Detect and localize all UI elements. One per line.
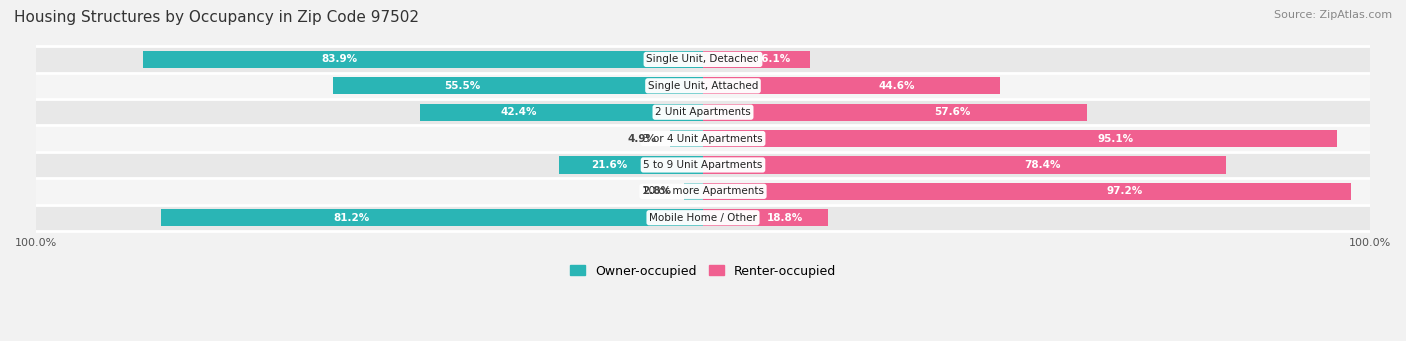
Bar <box>333 77 703 94</box>
Text: 18.8%: 18.8% <box>766 213 803 223</box>
Text: 97.2%: 97.2% <box>1107 186 1143 196</box>
Text: 4.9%: 4.9% <box>628 134 657 144</box>
Bar <box>703 130 1337 147</box>
Bar <box>703 77 1001 94</box>
Bar <box>703 157 1226 174</box>
Text: 44.6%: 44.6% <box>879 81 914 91</box>
Text: Mobile Home / Other: Mobile Home / Other <box>650 213 756 223</box>
Bar <box>671 130 703 147</box>
Text: Source: ZipAtlas.com: Source: ZipAtlas.com <box>1274 10 1392 20</box>
Bar <box>703 183 1351 200</box>
Text: 2 Unit Apartments: 2 Unit Apartments <box>655 107 751 117</box>
Bar <box>420 104 703 121</box>
Text: 42.4%: 42.4% <box>501 107 537 117</box>
Bar <box>37 46 1369 73</box>
Bar <box>685 183 703 200</box>
Bar <box>703 51 810 68</box>
Bar <box>703 209 828 226</box>
Text: 2.8%: 2.8% <box>643 186 671 196</box>
Text: Housing Structures by Occupancy in Zip Code 97502: Housing Structures by Occupancy in Zip C… <box>14 10 419 25</box>
Text: 95.1%: 95.1% <box>1097 134 1133 144</box>
Legend: Owner-occupied, Renter-occupied: Owner-occupied, Renter-occupied <box>565 260 841 283</box>
Text: 55.5%: 55.5% <box>444 81 481 91</box>
Text: 21.6%: 21.6% <box>592 160 627 170</box>
Bar <box>37 99 1369 125</box>
Text: Single Unit, Attached: Single Unit, Attached <box>648 81 758 91</box>
Bar <box>143 51 703 68</box>
Bar <box>37 205 1369 231</box>
Bar <box>703 104 1087 121</box>
Bar <box>37 178 1369 205</box>
Bar <box>37 125 1369 152</box>
Text: 3 or 4 Unit Apartments: 3 or 4 Unit Apartments <box>643 134 763 144</box>
Bar <box>37 73 1369 99</box>
Text: Single Unit, Detached: Single Unit, Detached <box>647 55 759 64</box>
Text: 83.9%: 83.9% <box>321 55 357 64</box>
Text: 16.1%: 16.1% <box>755 55 792 64</box>
Bar <box>37 152 1369 178</box>
Text: 10 or more Apartments: 10 or more Apartments <box>643 186 763 196</box>
Text: 81.2%: 81.2% <box>333 213 370 223</box>
Text: 57.6%: 57.6% <box>935 107 972 117</box>
Text: 78.4%: 78.4% <box>1025 160 1062 170</box>
Bar <box>560 157 703 174</box>
Bar <box>162 209 703 226</box>
Text: 5 to 9 Unit Apartments: 5 to 9 Unit Apartments <box>644 160 762 170</box>
